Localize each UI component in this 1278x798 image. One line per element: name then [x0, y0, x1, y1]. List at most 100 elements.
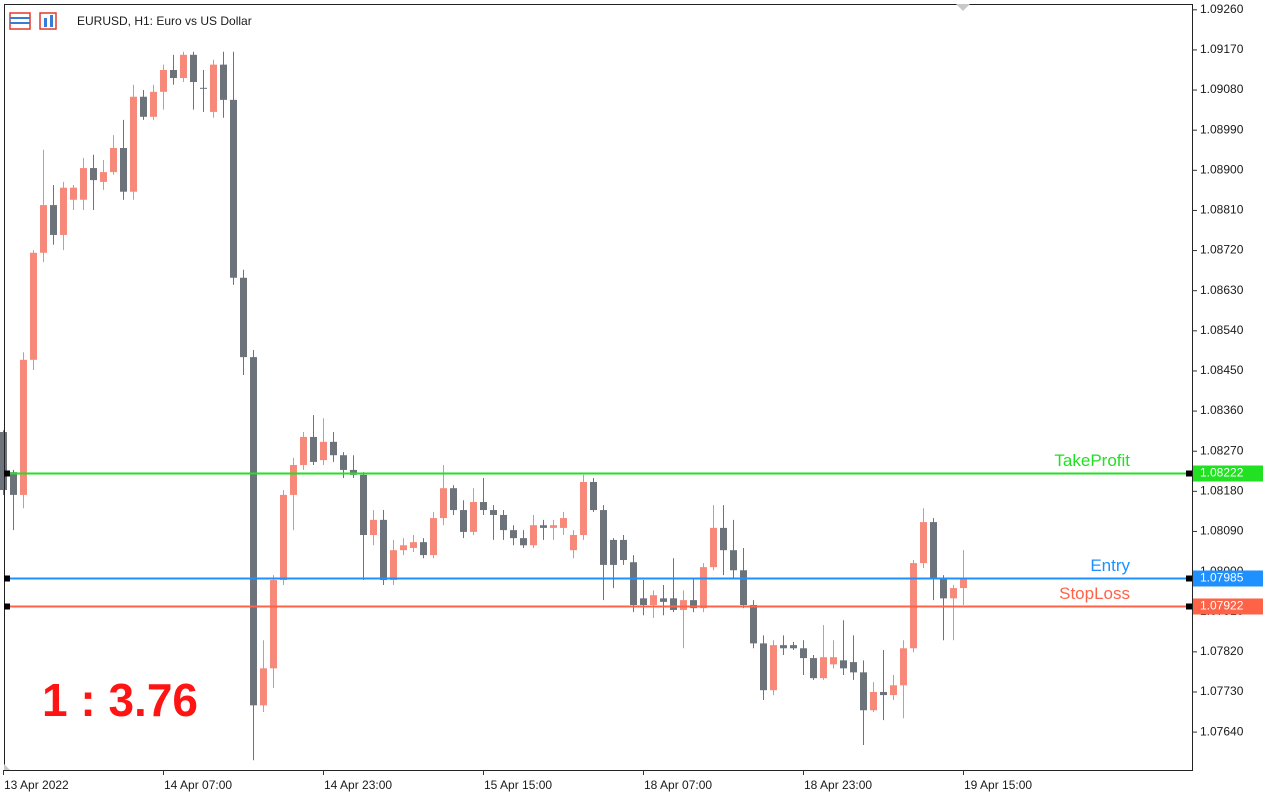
candle-body	[400, 545, 407, 551]
candle-body	[20, 359, 27, 495]
candle-body	[670, 598, 677, 610]
candle-body	[890, 685, 897, 696]
candle-body	[40, 205, 47, 253]
shift-marker	[956, 4, 970, 11]
level-value-box	[1193, 465, 1263, 482]
candle-body	[660, 598, 667, 602]
candle-body	[390, 550, 397, 581]
candle-body	[570, 535, 577, 551]
y-tick-label: 1.08450	[1200, 363, 1244, 377]
candle-body	[750, 605, 757, 644]
ratio-annotation: 1 : 3.76	[42, 674, 198, 726]
level-anchor	[4, 470, 10, 477]
candle-body	[810, 658, 817, 679]
candle-body	[500, 514, 507, 531]
candle-body	[10, 472, 17, 495]
x-tick-label: 19 Apr 15:00	[964, 778, 1032, 792]
x-tick-label: 18 Apr 07:00	[644, 778, 712, 792]
y-tick-label: 1.08540	[1200, 323, 1244, 337]
chart-title: EURUSD, H1: Euro vs US Dollar	[77, 14, 252, 28]
candle-body	[220, 64, 227, 100]
candle-body	[240, 277, 247, 358]
candle-body	[280, 494, 287, 581]
y-tick-label: 1.09080	[1200, 82, 1244, 96]
y-tick-label: 1.08270	[1200, 443, 1244, 457]
candle-body	[920, 522, 927, 564]
y-tick-label: 1.07730	[1200, 684, 1244, 698]
candle-body	[80, 168, 87, 200]
candle-body	[160, 69, 167, 92]
title-icons	[9, 12, 57, 30]
level-name: Entry	[1090, 556, 1130, 575]
corner-marker	[4, 764, 10, 770]
candle-body	[250, 357, 257, 706]
candle-body	[940, 578, 947, 599]
candle-body	[630, 562, 637, 606]
candle-body	[120, 148, 127, 192]
candle-body	[230, 99, 237, 278]
candle-body	[370, 519, 377, 536]
candle-body	[860, 672, 867, 711]
candle-body	[260, 668, 267, 706]
candle-body	[590, 481, 597, 511]
candle-body	[900, 648, 907, 686]
candle-body	[50, 205, 57, 235]
candle-body	[190, 54, 197, 83]
candle-body	[470, 502, 477, 532]
candle-body	[620, 539, 627, 560]
candle-body	[640, 598, 647, 606]
candle-body	[380, 519, 387, 581]
candle-body	[950, 588, 957, 599]
candle-body	[760, 643, 767, 691]
candle-body	[790, 645, 797, 649]
candle-body	[710, 527, 717, 568]
candle-body	[410, 542, 417, 548]
candle-body	[350, 469, 357, 475]
candle-body	[200, 87, 207, 89]
candle-body	[720, 527, 727, 551]
candle-body	[320, 441, 327, 461]
level-anchor	[4, 603, 10, 610]
x-tick-label: 14 Apr 23:00	[324, 778, 392, 792]
candle-body	[0, 432, 7, 490]
candle-body	[30, 252, 37, 360]
candle-body	[180, 54, 187, 79]
candle-body	[170, 69, 177, 79]
y-tick-label: 1.08900	[1200, 162, 1244, 176]
candle-body	[690, 600, 697, 609]
candle-body	[460, 510, 467, 532]
candle-body	[70, 187, 77, 200]
candle-body	[880, 691, 887, 696]
candle-body	[850, 662, 857, 673]
candle-body	[770, 645, 777, 691]
candle-body	[140, 96, 147, 117]
x-tick-label: 13 Apr 2022	[4, 778, 69, 792]
candle-body	[290, 465, 297, 495]
candle-body	[440, 488, 447, 519]
y-tick-label: 1.08990	[1200, 122, 1244, 136]
plot-area	[0, 51, 967, 761]
candle-body	[680, 600, 687, 610]
candle-body	[150, 91, 157, 117]
candle-body	[550, 525, 557, 528]
y-tick-label: 1.08810	[1200, 203, 1244, 217]
candle-body	[700, 567, 707, 609]
candle-body	[610, 539, 617, 565]
x-tick-label: 15 Apr 15:00	[484, 778, 552, 792]
candle-body	[130, 96, 137, 192]
candle-body	[540, 525, 547, 528]
candle-body	[840, 660, 847, 669]
candle-body	[870, 691, 877, 711]
candle-body	[420, 542, 427, 556]
y-tick-label: 1.08360	[1200, 403, 1244, 417]
candle-body	[60, 187, 67, 235]
level-value: 1.07985	[1200, 571, 1244, 585]
level-name: TakeProfit	[1054, 451, 1130, 470]
y-tick-label: 1.08720	[1200, 243, 1244, 257]
candle-body	[800, 648, 807, 659]
candle-body	[510, 530, 517, 539]
y-tick-label: 1.09170	[1200, 42, 1244, 56]
level-value: 1.07922	[1200, 599, 1244, 613]
candle-body	[360, 474, 367, 536]
